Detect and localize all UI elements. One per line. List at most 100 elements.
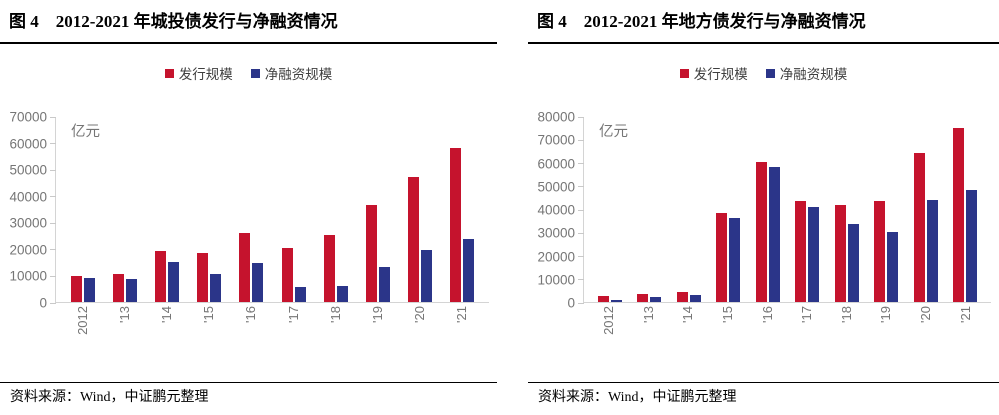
x-tick: '17	[272, 303, 314, 355]
y-tick-label: 30000	[537, 225, 575, 241]
figure-title: 图 4 2012-2021 年地方债发行与净融资情况	[537, 12, 866, 31]
x-tick-label: '16	[759, 306, 775, 323]
bar-issuance	[71, 276, 83, 302]
bar-issuance	[834, 205, 846, 302]
bar-issuance	[239, 233, 251, 302]
bar-group	[146, 251, 188, 302]
bar-group	[669, 292, 709, 302]
plot-area: 亿元	[578, 116, 991, 304]
y-tick-mark	[578, 279, 584, 281]
y-tick-mark	[578, 139, 584, 141]
x-tick: '13	[629, 303, 669, 355]
x-tick: '16	[747, 303, 787, 355]
y-tick-mark	[578, 302, 584, 304]
bar-net-financing	[887, 232, 899, 302]
bar-issuance	[407, 177, 419, 302]
y-tick-label: 80000	[537, 109, 575, 125]
legend-swatch-icon	[250, 68, 260, 78]
y-tick-mark	[578, 186, 584, 188]
legend-swatch-icon	[679, 68, 689, 78]
x-tick: '14	[145, 303, 187, 355]
x-tick: '21	[945, 303, 985, 355]
bar-group	[188, 253, 230, 302]
x-tick-label: 2012	[74, 306, 90, 335]
legend-item: 净融资规模	[765, 63, 847, 83]
y-tick-label: 20000	[9, 242, 47, 258]
bar-net-financing	[966, 190, 978, 302]
legend-label: 发行规模	[693, 67, 748, 82]
bar-issuance	[795, 201, 807, 302]
y-tick-label: 10000	[537, 272, 575, 287]
bar-net-financing	[294, 287, 306, 302]
x-tick: '13	[103, 303, 145, 355]
y-tick-mark	[50, 196, 56, 198]
chart: 0 10000 20000 30000 40000 50000 60000 70000 8000…	[528, 110, 999, 309]
legend-label: 净融资规模	[264, 67, 333, 82]
x-tick-label: '21	[454, 306, 470, 323]
x-tick-label: '17	[285, 306, 301, 323]
bar-net-financing	[650, 297, 662, 302]
figure-local-government-bonds: 图 4 2012-2021 年地方债发行与净融资情况 发行规模 净融资规模 0 10…	[528, 0, 999, 415]
footer-divider	[0, 382, 497, 383]
x-tick: '20	[399, 303, 441, 355]
y-tick-mark	[578, 232, 584, 234]
bar-net-financing	[210, 274, 222, 302]
y-tick-mark	[50, 169, 56, 171]
legend-item: 净融资规模	[250, 63, 333, 83]
bar-net-financing	[768, 167, 780, 302]
x-axis: 2012 '13 '14 '15 '16 '17 '18 '19 '20 '21	[55, 303, 489, 355]
bar-group	[867, 201, 907, 302]
x-tick: '17	[787, 303, 827, 355]
x-tick-label: '20	[918, 306, 934, 323]
y-tick-label: 40000	[537, 202, 575, 218]
y-tick-label: 30000	[9, 215, 47, 231]
x-tick-label: '17	[799, 306, 815, 323]
bar-net-financing	[84, 278, 96, 302]
chart: 0 10000 20000 30000 40000 50000 60000 70000 亿元	[0, 110, 497, 309]
bar-net-financing	[126, 279, 138, 302]
y-tick-label: 50000	[537, 179, 575, 194]
bar-net-financing	[847, 224, 859, 302]
source-note: 资料来源：Wind，中证鹏元整理	[10, 390, 209, 405]
y-tick-label: 60000	[537, 155, 575, 171]
x-tick-label: '14	[159, 306, 174, 323]
x-tick-label: '15	[201, 306, 217, 323]
y-tick-label: 40000	[9, 188, 47, 204]
x-tick-label: '19	[370, 306, 386, 323]
bar-group	[62, 276, 104, 302]
x-tick: '21	[441, 303, 483, 355]
bar-group	[709, 213, 749, 302]
x-tick: '15	[188, 303, 230, 355]
bar-group	[906, 153, 946, 302]
bar-net-financing	[420, 250, 432, 302]
y-tick-label: 20000	[537, 248, 575, 264]
y-tick-label: 0	[39, 295, 47, 311]
bar-group	[748, 162, 788, 302]
y-tick-mark	[578, 116, 584, 118]
bar-issuance	[637, 294, 649, 302]
bar-issuance	[755, 162, 767, 302]
x-tick-label: '19	[878, 306, 894, 323]
x-tick-label: 2012	[601, 306, 617, 335]
y-tick-label: 10000	[9, 268, 47, 284]
figure-chengtou-bonds: 图 4 2012-2021 年城投债发行与净融资情况 发行规模 净融资规模 0 10…	[0, 0, 497, 415]
x-tick: '15	[708, 303, 748, 355]
bar-net-financing	[610, 300, 622, 302]
x-tick: 2012	[61, 303, 103, 355]
legend-swatch-icon	[164, 68, 174, 78]
figure-footer: 资料来源：Wind，中证鹏元整理	[0, 382, 497, 415]
bar-group	[630, 294, 670, 302]
bar-net-financing	[808, 207, 820, 302]
bar-group	[946, 128, 986, 302]
bar-group	[441, 148, 483, 302]
bar-issuance	[913, 153, 925, 302]
x-tick: '14	[668, 303, 708, 355]
bar-group	[272, 248, 314, 302]
y-tick-mark	[50, 143, 56, 145]
bar-issuance	[365, 205, 377, 302]
x-tick: '19	[866, 303, 906, 355]
legend: 发行规模 净融资规模	[0, 63, 497, 83]
y-axis: 0 10000 20000 30000 40000 50000 60000 70000 8000…	[528, 110, 583, 309]
legend-item: 发行规模	[164, 63, 233, 83]
